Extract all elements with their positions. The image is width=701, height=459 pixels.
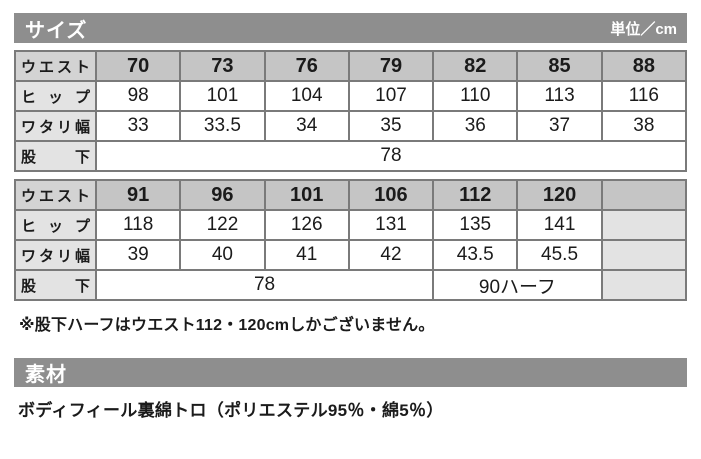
size-cell: 110	[432, 80, 519, 112]
size-cell: 82	[432, 50, 519, 82]
table-row-inseam: 股 下 78 90ハーフ	[14, 269, 688, 301]
table-row-thigh: ワタリ幅 33 33.5 34 35 36 37 38	[14, 110, 688, 142]
inseam-merged-cell-right: 90ハーフ	[432, 269, 603, 301]
size-cell: 33.5	[179, 110, 266, 142]
row-label-waist: ウエスト	[14, 50, 97, 82]
empty-cell	[600, 179, 688, 211]
material-description: ボディフィール裏綿トロ（ポリエステル95％・綿5％）	[18, 401, 444, 420]
size-cell: 39	[94, 239, 182, 271]
size-cell: 70	[94, 50, 182, 82]
inseam-merged-cell-left: 78	[94, 269, 435, 301]
size-section-title: サイズ	[25, 19, 88, 42]
table-row-thigh: ワタリ幅 39 40 41 42 43.5 45.5	[14, 239, 688, 271]
size-section-bar: サイズ 単位／cm	[14, 13, 687, 43]
table-row-waist: ウエスト 70 73 76 79 82 85 88	[14, 50, 688, 82]
size-cell: 112	[432, 179, 519, 211]
size-cell: 42	[347, 239, 435, 271]
inseam-note: ※股下ハーフはウエスト112・120cmしかございません。	[19, 317, 435, 334]
row-label-inseam: 股 下	[14, 140, 97, 172]
material-section-title: 素材	[25, 364, 67, 386]
size-cell: 122	[179, 209, 266, 241]
material-section-bar: 素材	[14, 358, 687, 387]
size-cell: 79	[347, 50, 435, 82]
size-cell: 35	[347, 110, 435, 142]
size-cell: 73	[179, 50, 266, 82]
size-cell: 101	[179, 80, 266, 112]
row-label-inseam: 股 下	[14, 269, 97, 301]
row-label-hip: ヒップ	[14, 209, 97, 241]
table-row-inseam: 股 下 78	[14, 140, 687, 172]
table-row-waist: ウエスト 91 96 101 106 112 120	[14, 179, 688, 211]
size-cell: 85	[516, 50, 603, 82]
size-cell: 116	[600, 80, 688, 112]
size-table-primary: ウエスト 70 73 76 79 82 85 88 ヒップ 98 101 104…	[14, 50, 688, 172]
size-cell: 88	[600, 50, 688, 82]
row-label-thigh: ワタリ幅	[14, 110, 97, 142]
size-cell: 91	[94, 179, 182, 211]
size-cell: 96	[179, 179, 266, 211]
size-cell: 106	[347, 179, 435, 211]
empty-cell	[600, 239, 688, 271]
size-cell: 41	[263, 239, 350, 271]
inseam-merged-cell: 78	[95, 140, 687, 172]
size-cell: 131	[347, 209, 435, 241]
size-cell: 113	[516, 80, 603, 112]
size-cell: 76	[263, 50, 350, 82]
size-table-secondary: ウエスト 91 96 101 106 112 120 ヒップ 118 122 1…	[14, 179, 688, 301]
size-cell: 34	[263, 110, 350, 142]
size-cell: 37	[516, 110, 603, 142]
empty-cell	[600, 269, 688, 301]
size-cell: 120	[516, 179, 603, 211]
table-row-hip: ヒップ 98 101 104 107 110 113 116	[14, 80, 688, 112]
size-spec-page: サイズ 単位／cm ウエスト 70 73 76 79 82 85 88 ヒップ …	[14, 13, 688, 421]
size-cell: 40	[179, 239, 266, 271]
size-cell: 101	[263, 179, 350, 211]
empty-cell	[600, 209, 688, 241]
size-cell: 104	[263, 80, 350, 112]
size-cell: 33	[94, 110, 182, 142]
unit-label: 単位／cm	[610, 20, 677, 38]
row-label-hip: ヒップ	[14, 80, 97, 112]
size-cell: 135	[432, 209, 519, 241]
size-cell: 36	[432, 110, 519, 142]
size-cell: 98	[94, 80, 182, 112]
size-cell: 45.5	[516, 239, 603, 271]
size-cell: 107	[347, 80, 435, 112]
table-row-hip: ヒップ 118 122 126 131 135 141	[14, 209, 688, 241]
size-cell: 118	[94, 209, 182, 241]
size-cell: 141	[516, 209, 603, 241]
row-label-waist: ウエスト	[14, 179, 97, 211]
size-cell: 43.5	[432, 239, 519, 271]
row-label-thigh: ワタリ幅	[14, 239, 97, 271]
size-cell: 126	[263, 209, 350, 241]
size-cell: 38	[600, 110, 688, 142]
